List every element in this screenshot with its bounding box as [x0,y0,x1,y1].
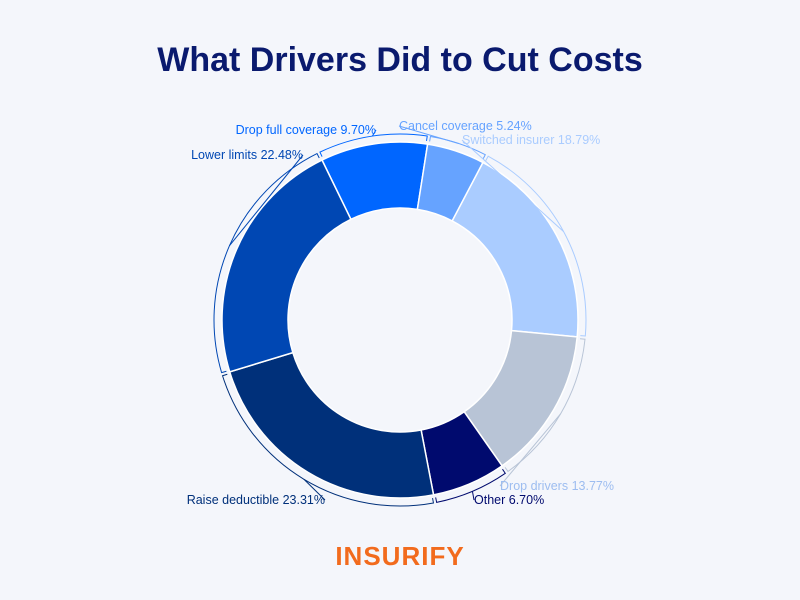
slice-label: Other 6.70% [474,493,544,507]
slice-name: Drop drivers [500,479,568,493]
leader-bracket [504,338,586,473]
slice-label: Raise deductible 23.31% [187,493,325,507]
slice-value: 9.70% [341,123,376,137]
leader-line [461,139,564,232]
leader-line [499,413,562,487]
leader-bracket [221,373,435,507]
leader-line [398,125,459,144]
slice-value: 18.79% [558,133,600,147]
logo: INSURIFY [335,541,464,571]
slice-name: Lower limits [191,148,257,162]
slice-label: Switched insurer 18.79% [462,133,600,147]
donut-slice [221,159,352,373]
donut-slice [228,351,435,499]
slice-value: 23.31% [283,493,325,507]
leader-bracket [435,468,507,503]
slice-label: Lower limits 22.48% [191,148,303,162]
leader-line [229,154,304,247]
slice-name: Other [474,493,505,507]
slice-value: 6.70% [509,493,544,507]
slice-value: 5.24% [496,119,531,133]
leader-bracket [319,133,428,157]
chart-title: What Drivers Did to Cut Costs [157,41,642,79]
slice-name: Raise deductible [187,493,279,507]
leader-line [371,129,377,137]
slice-name: Drop full coverage [236,123,337,137]
slice-name: Switched insurer [462,133,554,147]
slice-value: 13.77% [572,479,614,493]
slice-value: 22.48% [261,148,303,162]
slice-label: Cancel coverage 5.24% [399,119,532,133]
slice-name: Cancel coverage [399,119,493,133]
slice-label: Drop drivers 13.77% [500,479,614,493]
leader-line [303,478,326,501]
leader-line [471,491,475,501]
slice-label: Drop full coverage 9.70% [236,123,376,137]
